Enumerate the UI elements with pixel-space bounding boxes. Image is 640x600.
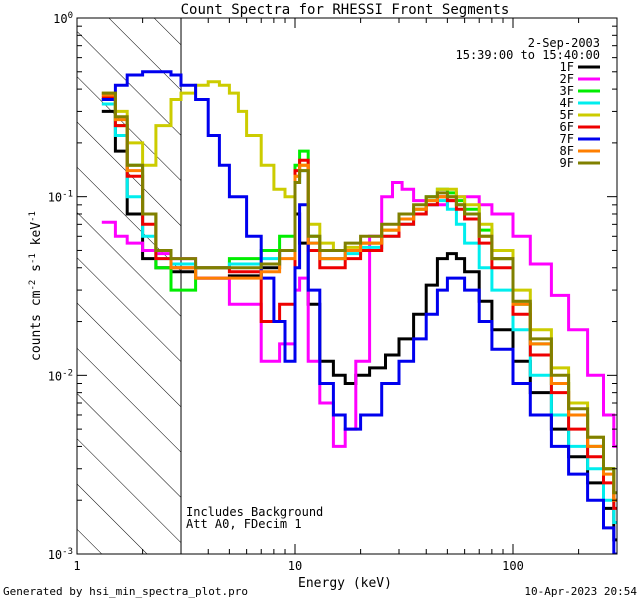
y-axis-label: counts cm-2 s-1 keV-1 [28,211,44,361]
x-axis-label: Energy (keV) [298,576,392,591]
annotation-attenuator: Att A0, FDecim 1 [186,517,302,531]
excluded-energy-region [77,18,182,554]
x-tick-label: 100 [502,559,524,573]
legend-label-1F: 1F [560,60,574,74]
series-line-9F [101,91,617,495]
y-tick-label: 10-3 [48,547,73,562]
legend-time-range: 15:39:00 to 15:40:00 [456,48,601,62]
plot-frame [76,17,618,555]
y-tick-label: 100 [53,11,73,26]
legend: 2-Sep-2003 15:39:00 to 15:40:00 1F2F3F4F… [456,36,601,170]
legend-label-5F: 5F [560,108,574,122]
y-tick-label: 10-1 [48,190,73,205]
annotation-background: Includes Background [186,505,323,519]
legend-label-4F: 4F [560,96,574,110]
axis-ticks: 1 10 100 100 10-1 10-2 10-3 [48,11,618,573]
series-layer [101,70,617,554]
legend-label-9F: 9F [560,156,574,170]
footer-generated-by: Generated by hsi_min_spectra_plot.pro [3,585,248,598]
legend-label-3F: 3F [560,84,574,98]
y-tick-label: 10-2 [48,368,73,383]
x-tick-label: 1 [73,559,80,573]
chart-title: Count Spectra for RHESSI Front Segments [181,2,510,18]
legend-label-7F: 7F [560,132,574,146]
legend-label-2F: 2F [560,72,574,86]
legend-label-8F: 8F [560,144,574,158]
legend-date: 2-Sep-2003 [528,36,600,50]
legend-label-6F: 6F [560,120,574,134]
footer-timestamp: 10-Apr-2023 20:54 [524,585,637,598]
x-tick-label: 10 [288,559,302,573]
series-line-7F [101,70,617,554]
